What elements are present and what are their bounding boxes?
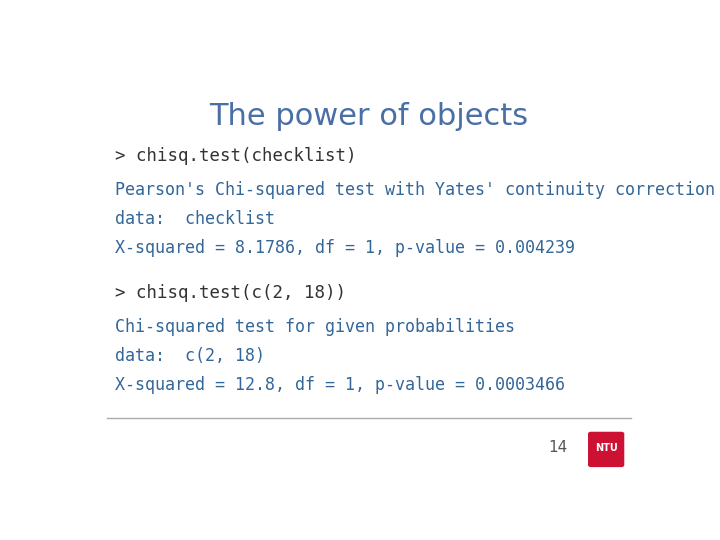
Text: X-squared = 12.8, df = 1, p-value = 0.0003466: X-squared = 12.8, df = 1, p-value = 0.00… bbox=[115, 376, 565, 394]
Text: data:  checklist: data: checklist bbox=[115, 210, 275, 228]
Text: 14: 14 bbox=[548, 440, 567, 455]
Text: Chi-squared test for given probabilities: Chi-squared test for given probabilities bbox=[115, 318, 515, 336]
Text: Pearson's Chi-squared test with Yates' continuity correction: Pearson's Chi-squared test with Yates' c… bbox=[115, 180, 715, 199]
Text: > chisq.test(checklist): > chisq.test(checklist) bbox=[115, 147, 356, 165]
Text: The power of objects: The power of objects bbox=[210, 102, 528, 131]
Text: > chisq.test(c(2, 18)): > chisq.test(c(2, 18)) bbox=[115, 285, 346, 302]
FancyBboxPatch shape bbox=[588, 432, 624, 467]
Text: NTU: NTU bbox=[595, 443, 618, 453]
Text: X-squared = 8.1786, df = 1, p-value = 0.004239: X-squared = 8.1786, df = 1, p-value = 0.… bbox=[115, 239, 575, 256]
Text: data:  c(2, 18): data: c(2, 18) bbox=[115, 347, 265, 365]
